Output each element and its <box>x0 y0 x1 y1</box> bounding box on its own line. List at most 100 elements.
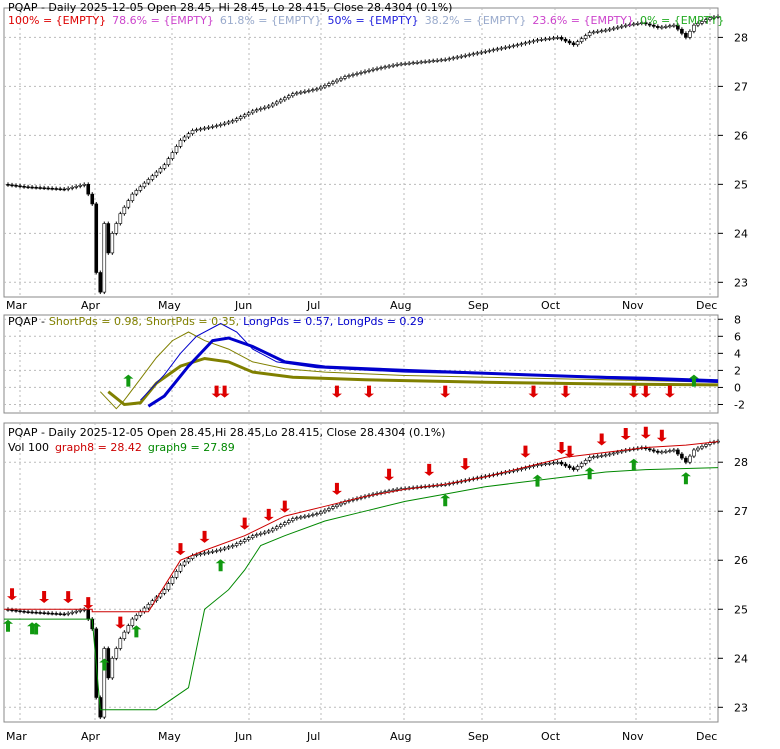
ytick-label: 4 <box>734 347 741 360</box>
graph8-line <box>4 441 719 613</box>
signal-candle-body <box>656 450 660 453</box>
oscillator-legend-label: ShortPds = 0.98, <box>49 315 142 328</box>
xtick-label: Apr <box>81 299 101 312</box>
price-candle-body <box>178 139 183 147</box>
signal-candle-body <box>607 453 612 456</box>
signal-candle-body <box>122 631 127 639</box>
sell-arrow <box>239 517 250 530</box>
signal-candle-body <box>246 537 251 540</box>
signal-candle-body <box>226 546 231 549</box>
price-candle-body <box>451 57 456 60</box>
price-candle-body <box>130 193 135 201</box>
sell-arrow <box>620 427 631 440</box>
price-candle-body <box>547 38 552 40</box>
signal-candle-body <box>648 448 652 451</box>
signal-candle-body <box>664 450 668 453</box>
price-candle-body <box>347 75 351 77</box>
signal-candle-body <box>676 449 680 455</box>
price-candle-body <box>684 33 688 38</box>
price-candle-body <box>26 186 30 189</box>
price-candle-body <box>50 187 54 190</box>
buy-arrow <box>680 472 691 485</box>
signal-candle-body <box>10 609 14 612</box>
price-candle-body <box>150 175 155 180</box>
signal-candle-body <box>146 604 151 609</box>
price-candle-body <box>14 185 18 187</box>
price-candle-body <box>499 47 504 50</box>
fib-level-label: 50% = {EMPTY} <box>328 14 419 27</box>
signal-candle-body <box>254 534 259 537</box>
signal-candle-body <box>162 589 167 594</box>
xtick-label: Apr <box>81 730 101 743</box>
signal-candle-body <box>571 467 576 470</box>
signal-candle-body <box>704 444 708 447</box>
price-candle-body <box>712 16 716 19</box>
price-candle-body <box>555 37 560 39</box>
signal-candle-body <box>688 455 692 463</box>
signal-candle-body <box>559 461 564 465</box>
price-candle-body <box>74 185 79 188</box>
oscillator-legend-label: PQAP - <box>8 315 45 328</box>
xtick-label: Jun <box>234 299 252 312</box>
price-candle-body <box>266 105 271 108</box>
ytick-label: 24 <box>734 652 748 665</box>
signal-candle-body <box>543 463 548 465</box>
price-candle-body <box>222 122 227 125</box>
price-candle-body <box>246 112 251 116</box>
signal-panel: 23 24 25 26 27 28 Mar Apr May Jun Jul Aug Sep Oct Nov D… <box>3 422 748 743</box>
signal-candle-body <box>299 516 303 519</box>
xtick-label: Jun <box>234 730 252 743</box>
price-candle-body <box>174 146 179 153</box>
price-candle-body <box>110 233 115 254</box>
price-candle-body <box>672 24 676 27</box>
signal-candle-body <box>170 577 175 584</box>
price-candle-body <box>18 185 22 188</box>
price-candle-body <box>10 184 14 187</box>
signal-candle-body <box>106 648 111 679</box>
xtick-label: Sep <box>468 730 489 743</box>
signal-candle-body <box>295 517 299 520</box>
price-candle-body <box>607 28 612 31</box>
fib-level-label: 61.8% = {EMPTY} <box>220 14 322 27</box>
price-candle-body <box>158 168 163 173</box>
price-candle-body <box>214 125 219 127</box>
price-candle-body <box>676 24 680 30</box>
price-candle-body <box>94 203 99 273</box>
signal-candle-body <box>110 657 115 679</box>
signal-candle-body <box>327 508 331 511</box>
price-candle-body <box>595 30 600 33</box>
price-candle-body <box>519 43 524 46</box>
signal-candle-body <box>258 532 263 535</box>
price-candle-body <box>282 97 287 101</box>
signal-candle-body <box>603 454 608 457</box>
signal-candle-body <box>335 504 339 507</box>
price-candle-body <box>70 186 74 189</box>
price-candle-body <box>716 16 720 18</box>
price-candle-body <box>643 22 648 25</box>
signal-candle-body <box>214 550 219 552</box>
sell-arrow <box>424 463 435 476</box>
signal-candle-body <box>18 610 22 613</box>
buy-arrow <box>31 622 42 635</box>
price-candle-body <box>535 39 540 42</box>
signal-candle-body <box>138 611 143 616</box>
price-candle-body <box>708 17 712 20</box>
price-candle-body <box>411 62 415 64</box>
signal-candle-body <box>222 547 227 550</box>
sell-arrow <box>219 385 230 398</box>
signal-candle-body <box>182 561 187 566</box>
price-candle-body <box>571 42 576 46</box>
ytick-label: 25 <box>734 178 748 191</box>
buy-arrow <box>532 474 543 487</box>
price-candle-body <box>487 50 492 52</box>
price-candle-body <box>423 61 427 63</box>
price-candle-body <box>443 59 448 61</box>
signal-candle-body <box>206 551 211 554</box>
signal-candle-body <box>142 607 147 613</box>
price-candle-body <box>471 53 476 56</box>
xtick-label: Jul <box>306 299 320 312</box>
price-candle-body <box>395 64 399 66</box>
price-panel: 23 24 25 26 27 28 Mar Apr May Jun Jul Aug Sep Oct Nov D… <box>3 1 748 312</box>
price-candle-body <box>122 206 127 215</box>
price-candle-body <box>327 83 331 86</box>
